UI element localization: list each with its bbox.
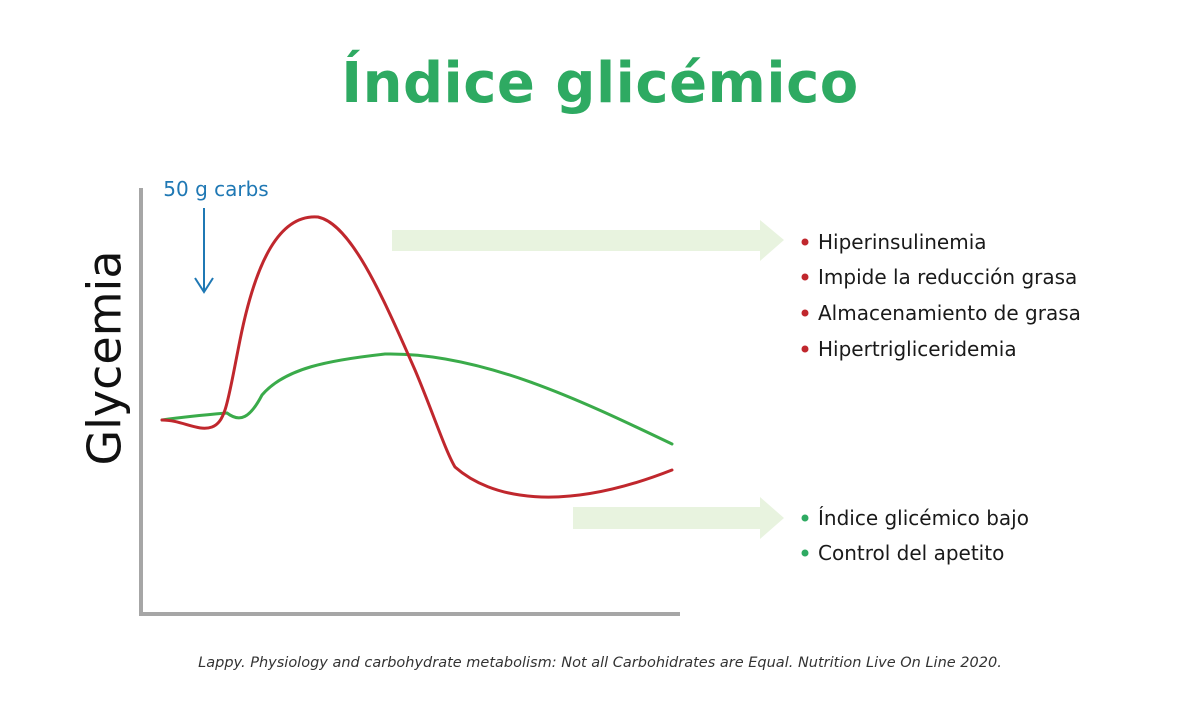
page-title: Índice glicémico bbox=[341, 51, 859, 116]
low-gi-curve bbox=[160, 352, 674, 446]
y-axis-label: Glycemia bbox=[78, 250, 132, 465]
carbs-annotation: 50 g carbs bbox=[163, 177, 269, 294]
high-gi-effects-list: Hiperinsulinemia Impide la reducción gra… bbox=[801, 230, 1081, 361]
citation: Lappy. Physiology and carbohydrate metab… bbox=[198, 655, 1002, 671]
list-item: Almacenamiento de grasa bbox=[801, 301, 1081, 325]
high-gi-curve bbox=[160, 215, 674, 499]
low-gi-effects-list: Índice glicémico bajo Control del apetit… bbox=[801, 506, 1029, 565]
bullet-dot bbox=[801, 514, 809, 522]
low-gi-effects-arrow bbox=[573, 497, 784, 539]
list-item: Hiperinsulinemia bbox=[801, 230, 987, 254]
list-item-label: Almacenamiento de grasa bbox=[818, 301, 1081, 325]
list-item-label: Índice glicémico bajo bbox=[818, 506, 1029, 530]
list-item: Control del apetito bbox=[801, 541, 1004, 565]
list-item: Hipertrigliceridemia bbox=[801, 337, 1017, 361]
chart-axes bbox=[139, 188, 680, 616]
list-item-label: Hiperinsulinemia bbox=[818, 230, 987, 254]
bullet-dot bbox=[801, 549, 809, 557]
bullet-dot bbox=[801, 309, 809, 317]
list-item: Índice glicémico bajo bbox=[801, 506, 1029, 530]
bullet-dot bbox=[801, 345, 809, 353]
bullet-dot bbox=[801, 238, 809, 246]
list-item-label: Control del apetito bbox=[818, 541, 1004, 565]
carbs-arrow-head bbox=[194, 277, 214, 294]
list-item-label: Hipertrigliceridemia bbox=[818, 337, 1017, 361]
bullet-dot bbox=[801, 273, 809, 281]
list-item-label: Impide la reducción grasa bbox=[818, 265, 1077, 289]
list-item: Impide la reducción grasa bbox=[801, 265, 1077, 289]
carbs-annotation-label: 50 g carbs bbox=[163, 177, 268, 201]
high-gi-effects-arrow bbox=[392, 220, 784, 261]
